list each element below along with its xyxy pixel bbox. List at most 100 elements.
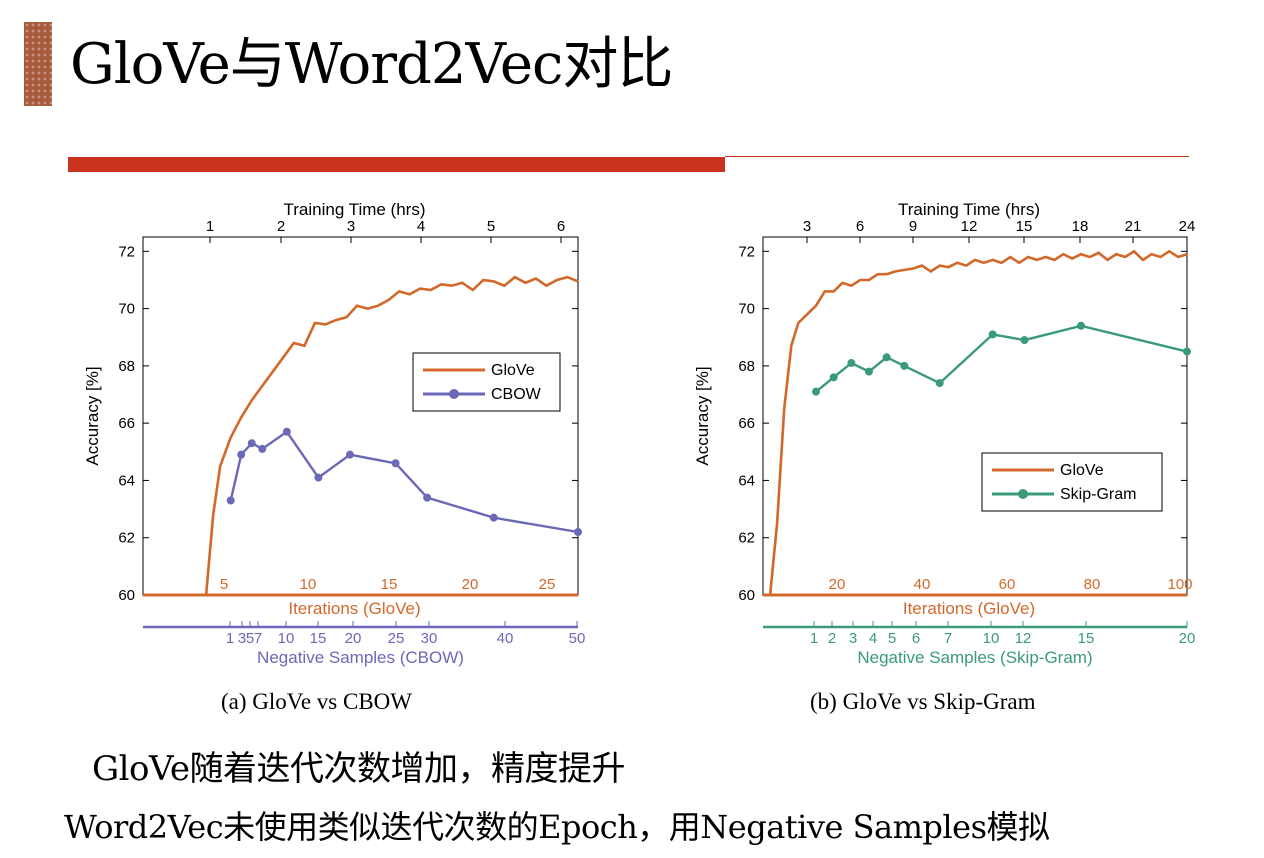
caption-a: (a) GloVe vs CBOW xyxy=(221,689,412,714)
data-point-cbow xyxy=(574,527,582,536)
neg-tick-label: 7 xyxy=(254,630,262,647)
neg-tick-label: 30 xyxy=(421,630,438,647)
neg-tick-label: 2 xyxy=(828,630,836,647)
neg-tick-label: 3 xyxy=(238,630,246,647)
y-tick-label: 72 xyxy=(738,243,755,260)
top-tick-label: 21 xyxy=(1125,218,1142,235)
neg-axis-label: Negative Samples (Skip-Gram) xyxy=(857,648,1092,667)
top-tick-label: 1 xyxy=(206,218,214,235)
data-point-cbow xyxy=(258,444,267,453)
data-point-cbow xyxy=(226,496,235,505)
plot-frame xyxy=(142,236,579,596)
title-decoration-square xyxy=(24,22,52,106)
iter-axis-label: Iterations (GloVe) xyxy=(903,599,1035,618)
legend-other-label: CBOW xyxy=(491,386,542,403)
neg-tick-label: 10 xyxy=(983,630,1000,647)
top-axis-label: Training Time (hrs) xyxy=(898,200,1040,219)
neg-tick-label: 10 xyxy=(278,630,295,647)
neg-axis-label: Negative Samples (CBOW) xyxy=(257,648,464,667)
bullet-1: GloVe随着迭代次数增加，精度提升 xyxy=(92,749,626,789)
top-tick-label: 18 xyxy=(1072,218,1089,235)
legend-other-label: Skip-Gram xyxy=(1060,486,1136,503)
top-tick-label: 2 xyxy=(277,218,285,235)
top-axis-label: Training Time (hrs) xyxy=(283,200,425,219)
legend-box xyxy=(981,452,1163,512)
data-point-skipgram xyxy=(1020,336,1029,345)
data-point-skipgram xyxy=(1077,321,1085,330)
iter-tick-label: 15 xyxy=(381,576,398,593)
y-tick-label: 60 xyxy=(118,587,135,604)
neg-tick-label: 7 xyxy=(944,630,952,647)
y-tick-label: 70 xyxy=(118,301,135,318)
caption-b: (b) GloVe vs Skip-Gram xyxy=(810,689,1036,714)
iter-tick-label: 5 xyxy=(220,576,228,593)
y-tick-label: 62 xyxy=(118,530,135,547)
neg-tick-label: 1 xyxy=(226,630,234,647)
title-rule-thick xyxy=(68,157,725,172)
y-tick-label: 66 xyxy=(738,415,755,432)
neg-tick-label: 6 xyxy=(912,630,920,647)
top-tick-label: 3 xyxy=(347,218,355,235)
data-point-skipgram xyxy=(847,359,856,368)
iter-tick-label: 20 xyxy=(462,576,479,593)
slide-title: GloVe与Word2Vec对比 xyxy=(70,32,673,97)
iter-tick-label: 100 xyxy=(1167,576,1192,593)
legend-other-marker xyxy=(449,389,459,399)
iter-tick-label: 10 xyxy=(300,576,317,593)
iter-axis-label: Iterations (GloVe) xyxy=(288,599,420,618)
y-tick-label: 68 xyxy=(118,358,135,375)
data-point-cbow xyxy=(237,450,246,459)
neg-tick-label: 4 xyxy=(869,630,877,647)
top-tick-label: 4 xyxy=(417,218,425,235)
data-point-cbow xyxy=(247,439,256,448)
neg-tick-label: 40 xyxy=(497,630,514,647)
neg-tick-label: 1 xyxy=(810,630,818,647)
neg-tick-label: 12 xyxy=(1015,630,1032,647)
y-tick-label: 66 xyxy=(118,415,135,432)
y-tick-label: 60 xyxy=(738,587,755,604)
top-tick-label: 9 xyxy=(909,218,917,235)
neg-tick-label: 20 xyxy=(345,630,362,647)
series-line-skipgram xyxy=(815,324,1188,393)
y-axis-label: Accuracy [%] xyxy=(693,366,712,465)
data-point-skipgram xyxy=(900,361,909,370)
y-tick-label: 72 xyxy=(118,243,135,260)
iter-tick-label: 25 xyxy=(539,576,556,593)
data-point-skipgram xyxy=(812,387,820,396)
series-line-glove xyxy=(204,275,579,596)
data-point-cbow xyxy=(314,473,323,482)
data-point-cbow xyxy=(345,450,354,459)
neg-tick-label: 15 xyxy=(1078,630,1095,647)
top-tick-label: 3 xyxy=(803,218,811,235)
top-tick-label: 5 xyxy=(487,218,495,235)
iter-tick-label: 20 xyxy=(829,576,846,593)
y-tick-label: 64 xyxy=(738,472,755,489)
legend-glove-label: GloVe xyxy=(491,362,535,379)
y-tick-label: 70 xyxy=(738,301,755,318)
data-point-cbow xyxy=(489,513,498,522)
data-point-skipgram xyxy=(988,330,997,339)
neg-tick-label: 15 xyxy=(310,630,327,647)
data-point-skipgram xyxy=(882,353,891,362)
top-tick-label: 6 xyxy=(856,218,864,235)
legend-box xyxy=(412,352,561,412)
neg-tick-label: 3 xyxy=(849,630,857,647)
data-point-cbow xyxy=(391,459,400,468)
neg-tick-label: 5 xyxy=(246,630,254,647)
y-tick-label: 62 xyxy=(738,530,755,547)
series-line-glove xyxy=(768,249,1188,596)
top-tick-label: 15 xyxy=(1016,218,1033,235)
top-tick-label: 24 xyxy=(1179,218,1196,235)
iter-tick-label: 60 xyxy=(999,576,1016,593)
y-tick-label: 64 xyxy=(118,472,135,489)
neg-tick-label: 20 xyxy=(1179,630,1196,647)
neg-tick-label: 50 xyxy=(569,630,586,647)
neg-tick-label: 25 xyxy=(388,630,405,647)
data-point-skipgram xyxy=(829,373,838,382)
legend-glove-label: GloVe xyxy=(1060,462,1104,479)
iter-tick-label: 80 xyxy=(1084,576,1101,593)
y-tick-label: 68 xyxy=(738,358,755,375)
data-point-cbow xyxy=(423,493,432,502)
neg-tick-label: 5 xyxy=(888,630,896,647)
legend-other-marker xyxy=(1018,489,1028,499)
